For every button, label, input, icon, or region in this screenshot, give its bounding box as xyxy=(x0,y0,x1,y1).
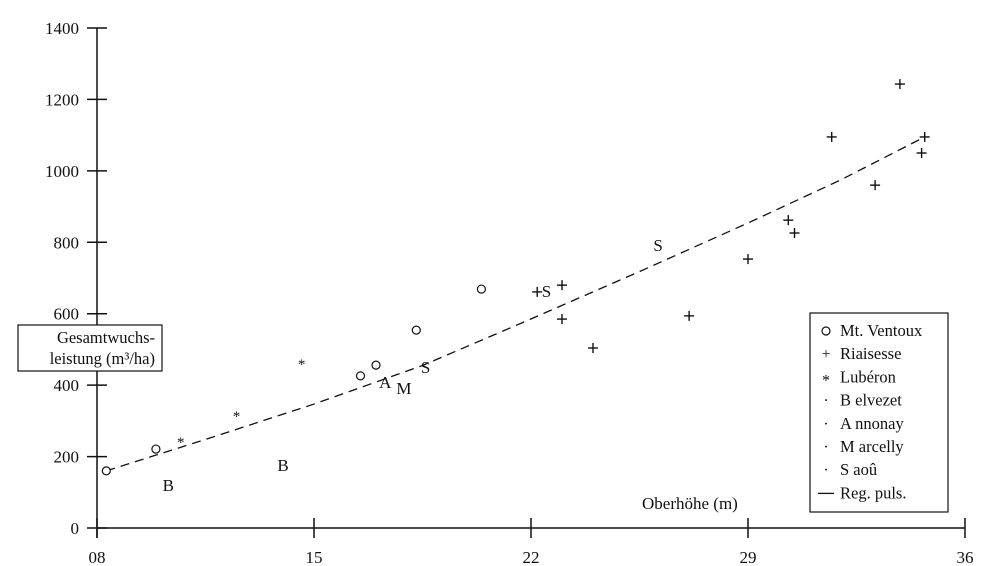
point-luberon: * xyxy=(177,435,185,451)
legend-item: Mt. Ventoux xyxy=(821,321,923,340)
point-b: B xyxy=(163,476,174,495)
point-b: B xyxy=(277,456,288,475)
point-luberon: * xyxy=(298,357,306,373)
y-tick-label: 1200 xyxy=(45,90,79,109)
legend-label: S aoû xyxy=(840,460,877,479)
x-tick-label: 36 xyxy=(957,548,974,566)
point-riaisesse xyxy=(588,343,598,353)
legend-label: Lubéron xyxy=(840,367,896,386)
regression-curve xyxy=(106,136,925,472)
point-a: A xyxy=(379,373,392,392)
point-mt-ventoux xyxy=(355,371,366,381)
point-riaisesse xyxy=(684,310,695,321)
y-tick-label: 0 xyxy=(71,519,80,538)
point-riaisesse xyxy=(826,131,837,142)
point-s: S xyxy=(542,282,551,301)
legend-item: · A nnonay xyxy=(823,414,904,433)
point-mt-ventoux xyxy=(371,360,381,370)
legend-item: * Lubéron xyxy=(822,367,896,389)
legend-marker: · xyxy=(823,393,828,410)
point-m: M xyxy=(396,379,411,398)
y-axis-label-line2: leistung (m³/ha) xyxy=(50,349,155,368)
point-mt-ventoux xyxy=(151,444,161,454)
point-riaisesse xyxy=(919,131,930,142)
x-tick-label: 29 xyxy=(740,548,757,566)
y-tick-label: 400 xyxy=(54,376,80,395)
y-tick-label: 1400 xyxy=(45,19,79,38)
x-tick-label: 22 xyxy=(523,548,540,566)
legend-item: Reg. puls. xyxy=(818,483,906,502)
legend-label: Riaisesse xyxy=(840,344,901,363)
y-axis-label-line1: Gesamtwuchs- xyxy=(57,328,155,347)
y-tick-label: 1000 xyxy=(45,162,79,181)
point-mt-ventoux xyxy=(101,466,111,476)
legend-label: B elvezet xyxy=(840,391,902,410)
legend-label: Reg. puls. xyxy=(840,483,906,502)
point-s: S xyxy=(421,358,430,377)
legend-marker: · xyxy=(823,416,828,433)
legend-item: · M arcelly xyxy=(823,437,904,456)
y-tick-label: 200 xyxy=(54,448,80,467)
y-axis-label-box: Gesamtwuchs- leistung (m³/ha) xyxy=(17,324,163,372)
legend-label: A nnonay xyxy=(840,414,904,433)
legend-marker-circle xyxy=(821,326,831,336)
legend-item: · S aoû xyxy=(823,460,877,479)
legend-item: · B elvezet xyxy=(823,391,902,410)
point-riaisesse xyxy=(557,314,567,325)
legend: Mt. Ventoux+ Riaisesse* Lubéron· B elvezet·… xyxy=(809,312,949,513)
y-tick-label: 800 xyxy=(54,233,80,252)
regression-line xyxy=(106,136,925,472)
point-riaisesse xyxy=(557,280,567,291)
point-riaisesse xyxy=(783,215,794,226)
legend-label: Mt. Ventoux xyxy=(840,321,923,340)
x-tick-label: 08 xyxy=(89,548,106,566)
point-riaisesse xyxy=(894,79,905,90)
legend-marker: · xyxy=(823,439,828,456)
axes: 08 15 22 29 36 0 200 400 600 800 1000 1200 1400 xyxy=(45,19,974,566)
point-riaisesse xyxy=(789,228,800,238)
point-mt-ventoux xyxy=(476,284,486,294)
legend-item: + Riaisesse xyxy=(821,344,901,363)
y-tick-label: 600 xyxy=(54,305,80,324)
legend-marker: * xyxy=(822,372,830,389)
x-tick-label: 15 xyxy=(306,548,323,566)
legend-marker: · xyxy=(823,462,828,479)
point-riaisesse xyxy=(870,180,881,191)
legend-marker: + xyxy=(821,346,830,363)
point-mt-ventoux xyxy=(411,325,421,335)
point-luberon: * xyxy=(233,409,241,425)
point-s: S xyxy=(653,236,662,255)
point-riaisesse xyxy=(532,286,543,297)
point-riaisesse xyxy=(743,254,753,265)
point-riaisesse xyxy=(916,148,927,158)
x-axis-label: Oberhöhe (m) xyxy=(642,494,738,513)
legend-label: M arcelly xyxy=(840,437,904,456)
